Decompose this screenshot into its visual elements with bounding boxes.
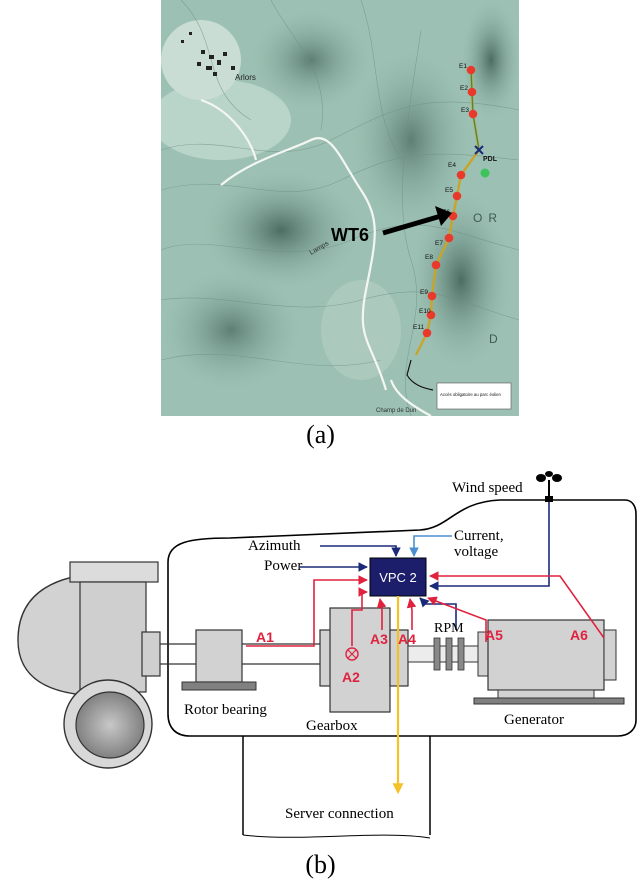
- panel-b-caption: (b): [305, 850, 336, 879]
- turbine-label: E7: [435, 240, 443, 247]
- sensor-a2-label: A2: [342, 669, 360, 685]
- panel-a-caption: (a): [306, 420, 335, 449]
- nacelle-schematic: Rotor bearing Gearbox Generator Wind spe…: [17, 471, 637, 839]
- town-label: Arlors: [235, 73, 256, 82]
- a2-sensor-icon: [345, 647, 359, 661]
- legend-note: Accès obligatoire au parc éolien: [440, 392, 502, 397]
- generator-label: Generator: [504, 712, 564, 728]
- village: [181, 32, 235, 76]
- substation-marker: [480, 168, 490, 178]
- generator: [473, 619, 625, 705]
- map-word-d: D: [489, 332, 498, 346]
- turbine-label: E9: [420, 289, 428, 296]
- gearbox: [319, 607, 409, 713]
- tower: [242, 720, 431, 835]
- wind-farm-map: Arlors Lamps OR D E1E2E3E4E5E6E7E8E9E10E…: [161, 0, 519, 416]
- vpc-controller: [369, 557, 427, 597]
- turbine-marker: [466, 65, 476, 75]
- substation-label: PDL: [483, 156, 498, 163]
- current-voltage-line: [409, 535, 452, 557]
- wt6-label: WT6: [331, 225, 369, 245]
- rotor-bearing: [181, 629, 257, 691]
- turbine-marker: [468, 109, 478, 119]
- wt6-arrow: [382, 206, 452, 236]
- sensor-a4-label: A4: [398, 631, 416, 647]
- sensor-a1-label: A1: [256, 629, 274, 645]
- sensor-tags: A1 A2 A3 A4 A5 A6: [256, 627, 588, 685]
- turbine-marker: [467, 87, 477, 97]
- turbine-marker: [452, 191, 462, 201]
- azimuth-label: Azimuth: [248, 538, 301, 554]
- anemometer-icon: [536, 471, 562, 502]
- turbine-label: E4: [448, 162, 456, 169]
- turbine-label: E2: [460, 85, 468, 92]
- turbine-marker: [431, 260, 441, 270]
- gearbox-label: Gearbox: [306, 718, 358, 734]
- turbine-marker: [427, 291, 437, 301]
- rotor-hub: [17, 561, 161, 769]
- roads: [200, 98, 432, 416]
- sensor-a6-label: A6: [570, 627, 588, 643]
- turbine-marker: [422, 328, 432, 338]
- turbine-marker: [426, 310, 436, 320]
- server-connection-label: Server connection: [285, 806, 394, 822]
- map-word-or: OR: [473, 211, 503, 225]
- tower-bottom: [242, 834, 431, 839]
- turbine-label: E1: [459, 63, 467, 70]
- bottom-label: Champ de Dun: [376, 408, 416, 414]
- turbine-marker: [444, 233, 454, 243]
- turbine-label: E11: [413, 324, 424, 331]
- sensor-a3-label: A3: [370, 631, 388, 647]
- contour-lines: [161, 0, 519, 416]
- rpm-label: RPM: [434, 621, 464, 636]
- sensor-lines: [246, 571, 605, 647]
- turbine-label: E5: [445, 187, 453, 194]
- access-arrow: [406, 359, 434, 391]
- turbine-label: E8: [425, 254, 433, 261]
- vpc-label: VPC 2: [379, 570, 417, 585]
- turbine-marker: [456, 170, 466, 180]
- rotor-bearing-label: Rotor bearing: [184, 702, 267, 718]
- current-label: Current,: [454, 528, 504, 544]
- substation: [474, 145, 490, 178]
- coupling: [407, 637, 479, 671]
- turbine-route-green: [470, 69, 480, 151]
- sensor-a5-label: A5: [485, 627, 503, 643]
- control-lines: [300, 502, 550, 630]
- power-label: Power: [264, 558, 302, 574]
- voltage-label: voltage: [454, 544, 498, 560]
- turbine-label: E3: [461, 107, 469, 114]
- legend-box: [436, 382, 512, 410]
- wind-speed-label: Wind speed: [452, 480, 523, 496]
- turbine-label: E10: [419, 308, 431, 315]
